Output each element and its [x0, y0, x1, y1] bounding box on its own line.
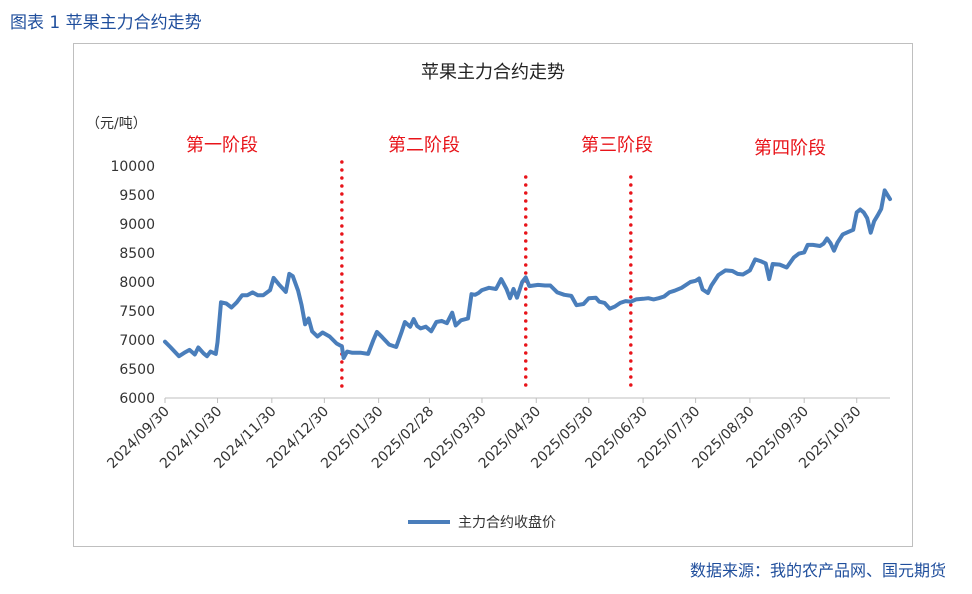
phase-label-4: 第四阶段 — [754, 138, 826, 159]
y-axis-unit-label: （元/吨） — [86, 116, 147, 132]
y-tick-label: 9000 — [119, 217, 155, 233]
y-tick-label: 8000 — [119, 275, 155, 291]
y-tick-label: 7500 — [119, 304, 155, 320]
x-axis-ticks: 2024/09/302024/10/302024/11/302024/12/30… — [104, 398, 865, 472]
phase-labels: 第一阶段 第二阶段 第三阶段 第四阶段 — [186, 135, 826, 159]
phase-label-3: 第三阶段 — [581, 135, 653, 156]
chart-title: 苹果主力合约走势 — [421, 62, 565, 83]
y-tick-label: 6500 — [119, 362, 155, 378]
figure-caption: 图表 1 苹果主力合约走势 — [10, 13, 202, 33]
legend: 主力合约收盘价 — [408, 514, 556, 531]
source-note: 数据来源：我的农产品网、国元期货 — [689, 561, 946, 580]
y-axis-ticks: 10000 9500 9000 8500 8000 7500 7000 6500 6000 — [110, 159, 155, 407]
phase-label-1: 第一阶段 — [186, 135, 258, 156]
y-tick-label: 7000 — [119, 333, 155, 349]
chart-frame — [73, 43, 913, 547]
legend-label: 主力合约收盘价 — [458, 514, 556, 531]
y-tick-label: 8500 — [119, 246, 155, 262]
phase-dividers — [340, 160, 633, 392]
y-tick-label: 10000 — [110, 159, 155, 175]
y-tick-label: 6000 — [119, 391, 155, 407]
phase-label-2: 第二阶段 — [388, 135, 460, 156]
y-tick-label: 9500 — [119, 188, 155, 204]
series-line-main-contract — [163, 188, 892, 360]
